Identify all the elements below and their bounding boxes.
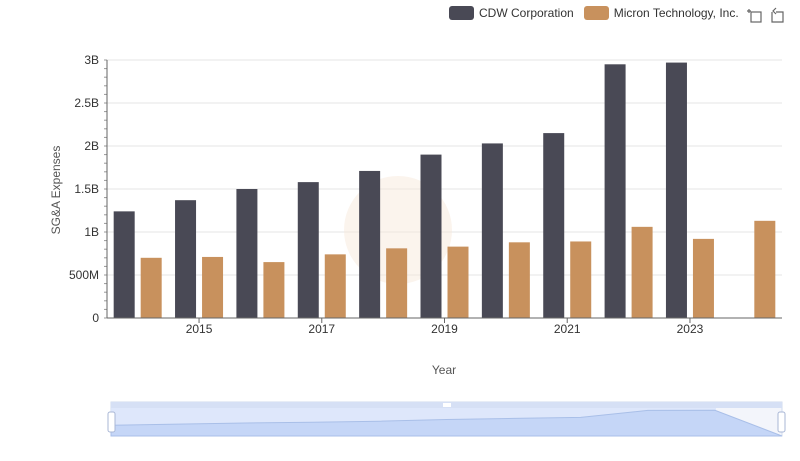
bar-cdw[interactable] bbox=[236, 189, 258, 318]
x-axis-title: Year bbox=[432, 363, 456, 377]
x-tick-label: 2019 bbox=[431, 322, 458, 336]
bar-micron[interactable] bbox=[570, 241, 592, 318]
bar-cdw[interactable] bbox=[665, 62, 687, 318]
legend-swatch-micron bbox=[583, 6, 609, 20]
bar-cdw[interactable] bbox=[604, 64, 626, 318]
legend-label-cdw: CDW Corporation bbox=[479, 6, 574, 20]
slider-left-handle[interactable] bbox=[107, 411, 116, 433]
legend-item-micron[interactable]: Micron Technology, Inc. bbox=[583, 6, 739, 20]
y-tick-label: 1B bbox=[84, 225, 99, 239]
bar-cdw[interactable] bbox=[481, 143, 503, 318]
bar-micron[interactable] bbox=[202, 256, 224, 318]
legend-swatch-cdw bbox=[449, 6, 474, 20]
legend: CDW Corporation Micron Technology, Inc. bbox=[449, 4, 749, 22]
bar-cdw[interactable] bbox=[113, 211, 135, 318]
x-tick-label: 2017 bbox=[308, 322, 335, 336]
bar-micron[interactable] bbox=[692, 238, 714, 318]
y-tick-label: 3B bbox=[84, 53, 99, 67]
bar-cdw[interactable] bbox=[175, 200, 197, 318]
bar-cdw[interactable] bbox=[543, 133, 565, 318]
x-tick-label: 2015 bbox=[186, 322, 213, 336]
chart-toolbar bbox=[746, 6, 790, 24]
y-tick-label: 2.5B bbox=[74, 96, 99, 110]
y-axis: 0 500M 1B 1.5B 2B 2.5B 3B bbox=[69, 53, 108, 325]
bar-micron[interactable] bbox=[508, 242, 530, 318]
y-tick-label: 1.5B bbox=[74, 182, 99, 196]
zoom-icon[interactable] bbox=[746, 6, 764, 24]
y-axis-title: SG&A Expenses bbox=[49, 146, 63, 235]
slider-right-handle[interactable] bbox=[777, 411, 786, 433]
x-tick-label: 2021 bbox=[554, 322, 581, 336]
y-tick-label: 500M bbox=[69, 268, 99, 282]
bars-group bbox=[113, 62, 776, 318]
y-tick-label: 0 bbox=[92, 311, 99, 325]
slider-preview-line bbox=[110, 409, 783, 437]
bar-micron[interactable] bbox=[631, 226, 653, 318]
restore-icon[interactable] bbox=[768, 6, 786, 24]
bar-micron[interactable] bbox=[140, 257, 162, 318]
bar-cdw[interactable] bbox=[420, 154, 442, 318]
bar-micron[interactable] bbox=[263, 262, 285, 318]
bar-cdw[interactable] bbox=[359, 170, 381, 318]
bar-cdw[interactable] bbox=[297, 182, 319, 318]
bar-micron[interactable] bbox=[447, 246, 469, 318]
x-axis: 2015 2017 2019 2021 2023 bbox=[107, 317, 782, 336]
bar-micron[interactable] bbox=[324, 254, 346, 318]
legend-label-micron: Micron Technology, Inc. bbox=[613, 6, 739, 20]
y-tick-label: 2B bbox=[84, 139, 99, 153]
bar-micron[interactable] bbox=[754, 220, 776, 318]
legend-item-cdw[interactable]: CDW Corporation bbox=[449, 6, 574, 20]
x-tick-label: 2023 bbox=[677, 322, 704, 336]
bar-micron[interactable] bbox=[386, 248, 408, 318]
data-zoom-slider[interactable] bbox=[107, 401, 786, 437]
slider-grip[interactable] bbox=[443, 403, 451, 407]
